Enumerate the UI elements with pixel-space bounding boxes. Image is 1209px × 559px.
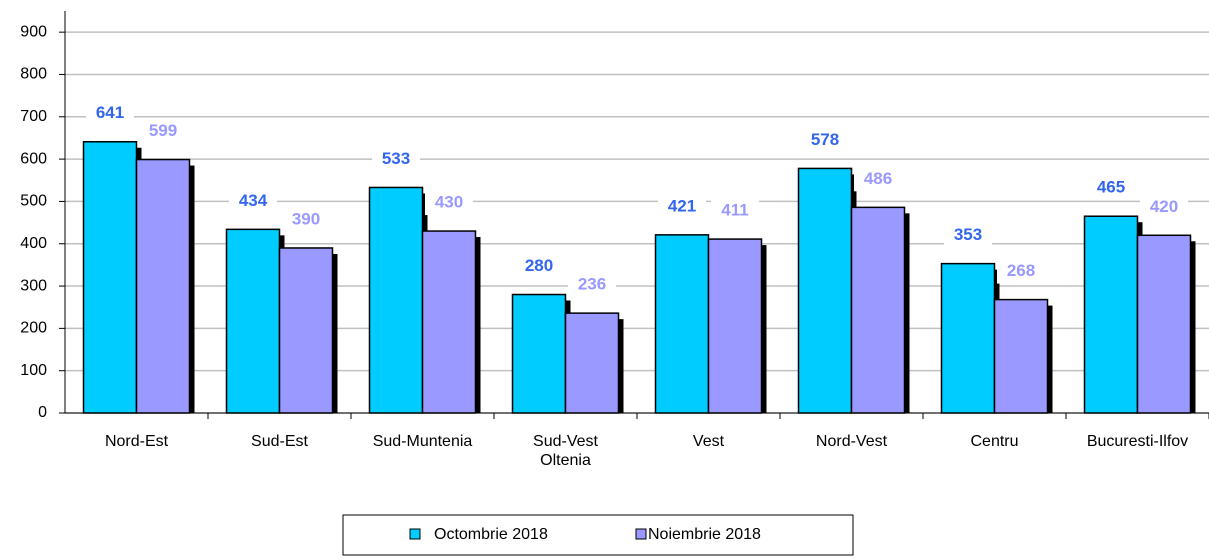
x-tick-label: Nord-Vest — [815, 433, 888, 450]
bar — [421, 230, 477, 414]
bar — [993, 298, 1049, 414]
label-bg — [658, 194, 706, 219]
bar — [564, 312, 620, 414]
legend-label: Octombrie 2018 — [434, 526, 548, 543]
bar — [511, 293, 567, 414]
label-bg — [372, 147, 420, 172]
x-tick-label: Sud-Est — [251, 433, 308, 450]
label-bg — [229, 189, 277, 214]
y-tick-label: 600 — [20, 150, 47, 167]
data-label: 390 — [292, 209, 320, 228]
bar — [940, 262, 996, 414]
label-bg — [711, 199, 759, 224]
data-label: 641 — [96, 103, 124, 122]
label-bg — [1140, 195, 1188, 220]
data-label: 430 — [435, 193, 463, 212]
bar — [368, 186, 424, 414]
y-tick-label: 400 — [20, 235, 47, 252]
label-bg — [86, 101, 134, 126]
x-tick-label: Centru — [970, 433, 1019, 450]
bar — [707, 238, 763, 414]
x-tick-label: Sud-Vest Oltenia — [533, 433, 598, 469]
legend-box — [342, 514, 854, 556]
label-bg — [944, 223, 992, 248]
label-bg — [282, 207, 330, 232]
bar — [850, 206, 906, 414]
data-label: 280 — [525, 256, 553, 275]
y-tick-label: 300 — [20, 277, 47, 294]
x-tick-label: Nord-Est — [104, 433, 169, 450]
label-bg — [854, 167, 902, 192]
bar — [82, 141, 138, 414]
x-tick-label: Vest — [692, 433, 725, 450]
data-label: 236 — [578, 275, 606, 294]
data-label: 578 — [811, 130, 839, 149]
label-bg — [801, 128, 849, 153]
bar — [1136, 234, 1192, 414]
bar — [1083, 215, 1139, 414]
label-bg — [997, 259, 1045, 284]
data-label: 486 — [864, 169, 892, 188]
legend-label: Noiembrie 2018 — [648, 526, 761, 543]
bar — [135, 158, 191, 414]
y-tick-label: 800 — [20, 66, 47, 83]
data-label: 268 — [1007, 261, 1035, 280]
y-tick-label: 900 — [20, 23, 47, 40]
x-tick-label: Sud-Muntenia — [372, 433, 473, 450]
legend-swatch — [409, 528, 421, 540]
y-tick-label: 0 — [38, 404, 47, 421]
legend-swatch — [635, 528, 647, 540]
y-tick-label: 100 — [20, 362, 47, 379]
y-tick-label: 700 — [20, 108, 47, 125]
bar — [225, 228, 281, 414]
bar — [278, 247, 334, 414]
y-tick-label: 200 — [20, 320, 47, 337]
data-label: 420 — [1150, 197, 1178, 216]
data-label: 411 — [721, 201, 748, 220]
data-label: 533 — [382, 149, 410, 168]
label-bg — [425, 191, 473, 216]
data-label: 599 — [149, 121, 177, 140]
label-bg — [139, 119, 187, 144]
label-bg — [1087, 176, 1135, 201]
y-tick-label: 500 — [20, 193, 47, 210]
data-label: 421 — [668, 196, 696, 215]
label-bg — [515, 254, 563, 279]
data-label: 353 — [954, 225, 982, 244]
data-label: 434 — [239, 191, 268, 210]
label-bg — [568, 273, 616, 298]
bar — [797, 167, 853, 414]
bar — [654, 234, 710, 414]
x-tick-label: Bucuresti-Ilfov — [1086, 433, 1189, 450]
data-label: 465 — [1097, 178, 1125, 197]
